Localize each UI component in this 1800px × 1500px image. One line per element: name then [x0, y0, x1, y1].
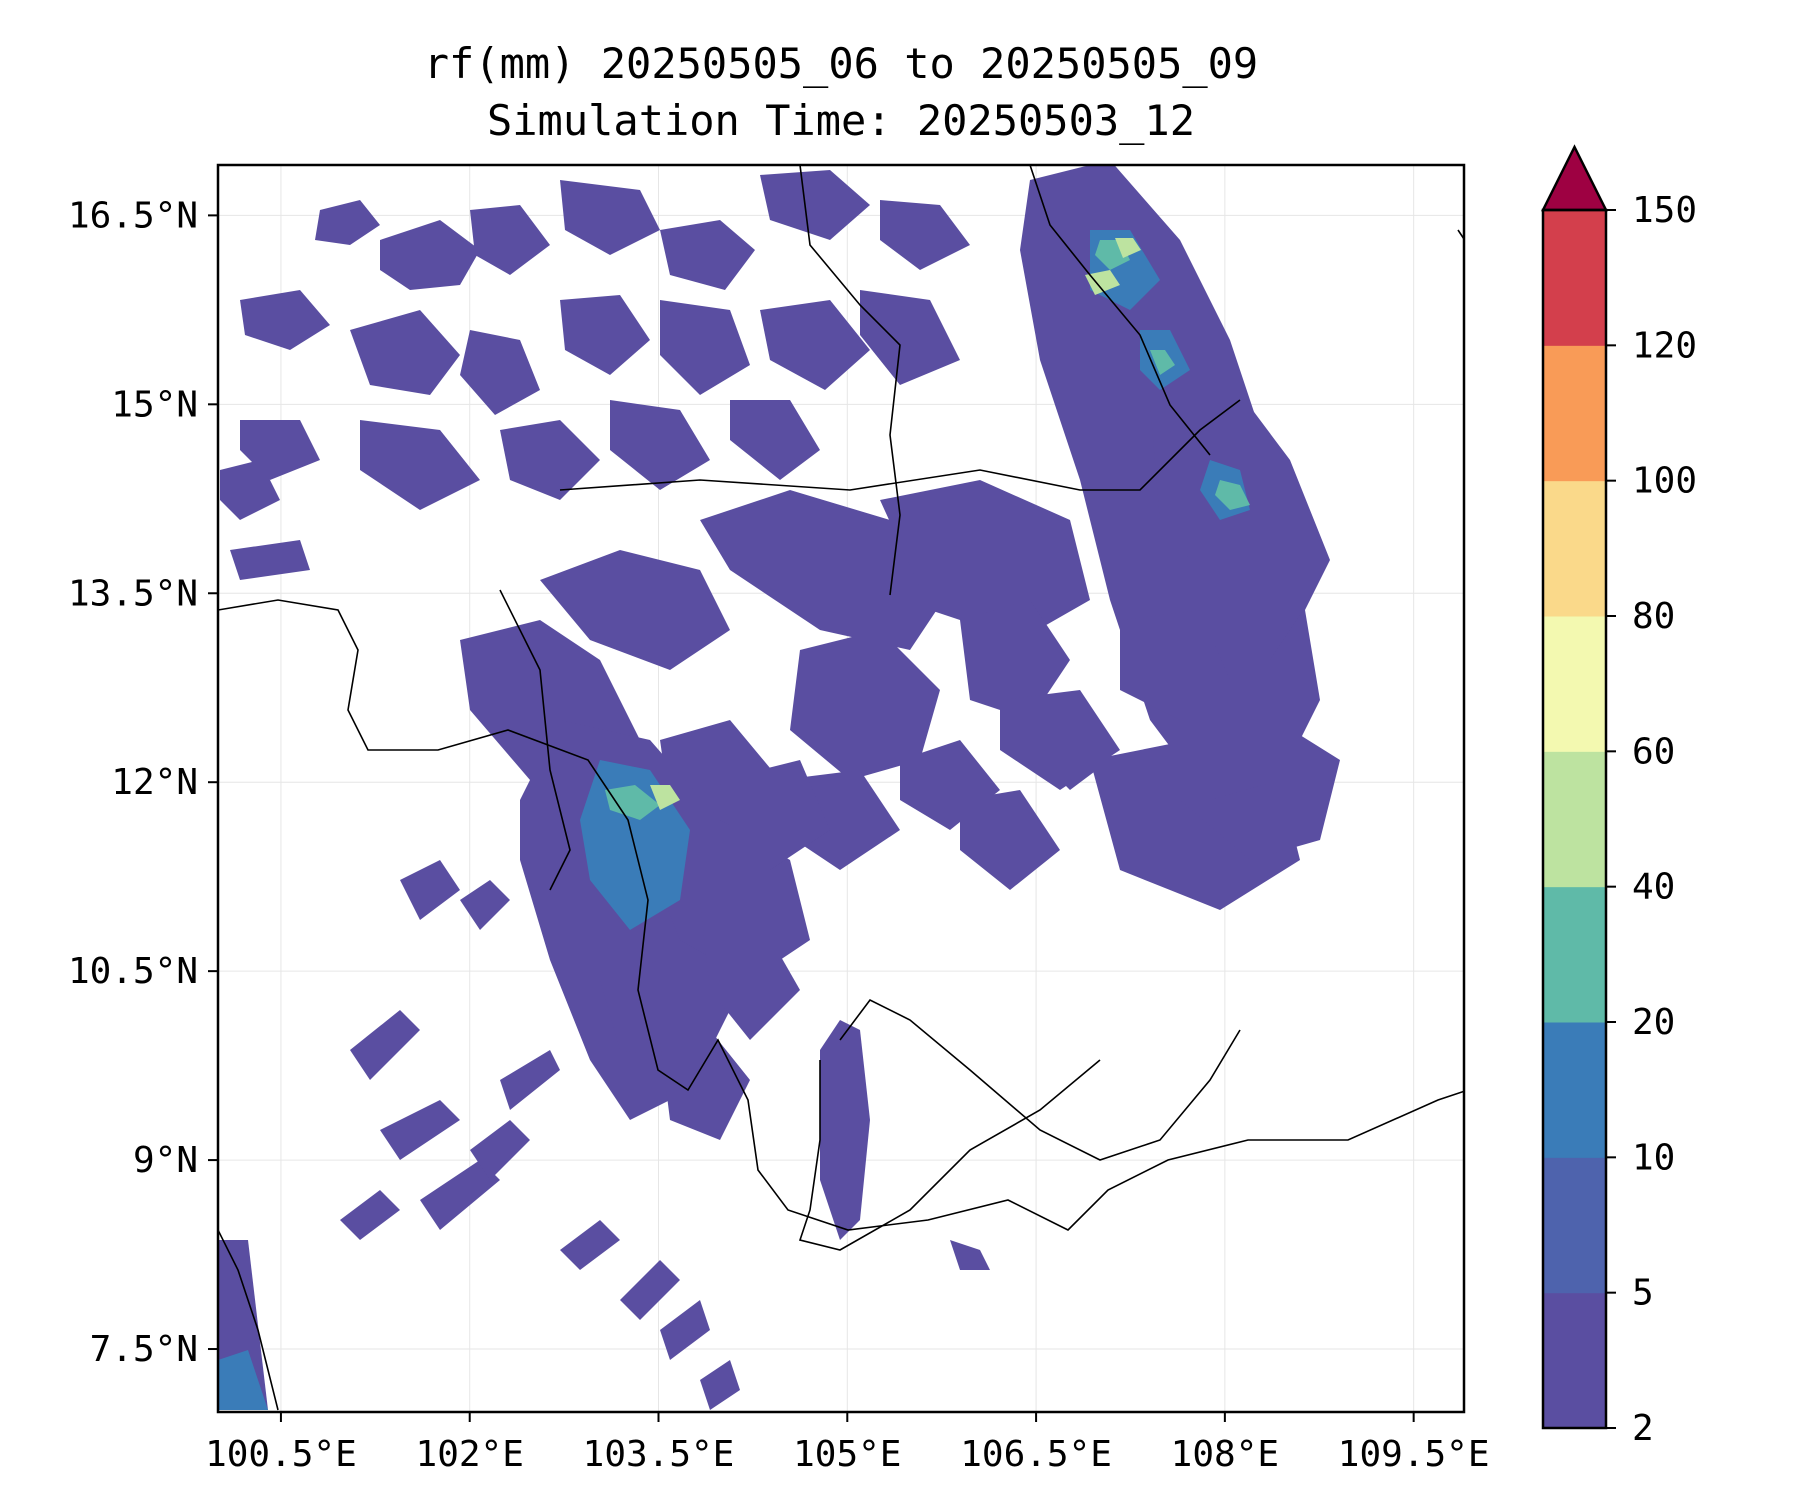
- y-tick-label: 15°N: [111, 384, 198, 425]
- rainfall-40-60: [650, 238, 1141, 810]
- colorbar-tick-label: 120: [1632, 325, 1697, 366]
- y-axis-ticks: 16.5°N 15°N 13.5°N 12°N 10.5°N 9°N 7.5°N: [68, 195, 218, 1370]
- coastlines-borders: [218, 165, 1464, 1411]
- map-frame: [216, 163, 1466, 1414]
- colorbar: 2 5 10 20 40 60 80 100 120 150: [1540, 144, 1697, 1449]
- colorbar-tick-label: 40: [1632, 867, 1675, 908]
- rainfall-field: [218, 165, 1340, 1410]
- y-tick-label: 7.5°N: [90, 1329, 198, 1370]
- colorbar-tick-label: 2: [1632, 1408, 1654, 1449]
- x-tick-label: 103.5°E: [583, 1434, 735, 1475]
- colorbar-frame: [1541, 208, 1608, 1430]
- colorbar-segment: [1543, 1292, 1606, 1429]
- colorbar-tick-label: 100: [1632, 461, 1697, 502]
- colorbar-segment: [1543, 886, 1606, 1023]
- colorbar-segment: [1543, 1157, 1606, 1294]
- colorbar-segment: [1543, 345, 1606, 482]
- y-tick-label: 10.5°N: [68, 951, 198, 992]
- y-tick-label: 13.5°N: [68, 573, 198, 614]
- map-plot-area: [218, 165, 1464, 1412]
- y-tick-label: 9°N: [133, 1140, 198, 1181]
- x-tick-label: 106.5°E: [960, 1434, 1112, 1475]
- rainfall-20-40: [605, 240, 1250, 820]
- x-tick-label: 102°E: [416, 1434, 524, 1475]
- colorbar-tick-label: 80: [1632, 596, 1675, 637]
- colorbar-tick-label: 5: [1632, 1273, 1654, 1314]
- map-title-line1: rf(mm) 20250505_06 to 20250505_09: [424, 39, 1258, 88]
- colorbar-tick-label: 150: [1632, 190, 1697, 231]
- y-tick-label: 16.5°N: [68, 195, 198, 236]
- colorbar-tick-label: 20: [1632, 1002, 1675, 1043]
- x-tick-label: 108°E: [1171, 1434, 1279, 1475]
- x-tick-label: 109.5°E: [1338, 1434, 1490, 1475]
- x-tick-label: 100.5°E: [205, 1434, 357, 1475]
- map-title-line2: Simulation Time: 20250503_12: [487, 96, 1195, 145]
- colorbar-segment: [1543, 751, 1606, 888]
- colorbar-segment: [1543, 210, 1606, 346]
- colorbar-tick-label: 60: [1632, 731, 1675, 772]
- colorbar-segment: [1543, 616, 1606, 752]
- colorbar-segment: [1543, 1022, 1606, 1158]
- colorbar-segment: [1543, 480, 1606, 617]
- x-axis-ticks: 100.5°E 102°E 103.5°E 105°E 106.5°E 108°E 109.…: [205, 1412, 1490, 1475]
- y-tick-label: 12°N: [111, 762, 198, 803]
- x-tick-label: 105°E: [793, 1434, 901, 1475]
- colorbar-extend-arrow: [1540, 144, 1609, 212]
- colorbar-tick-label: 10: [1632, 1137, 1675, 1178]
